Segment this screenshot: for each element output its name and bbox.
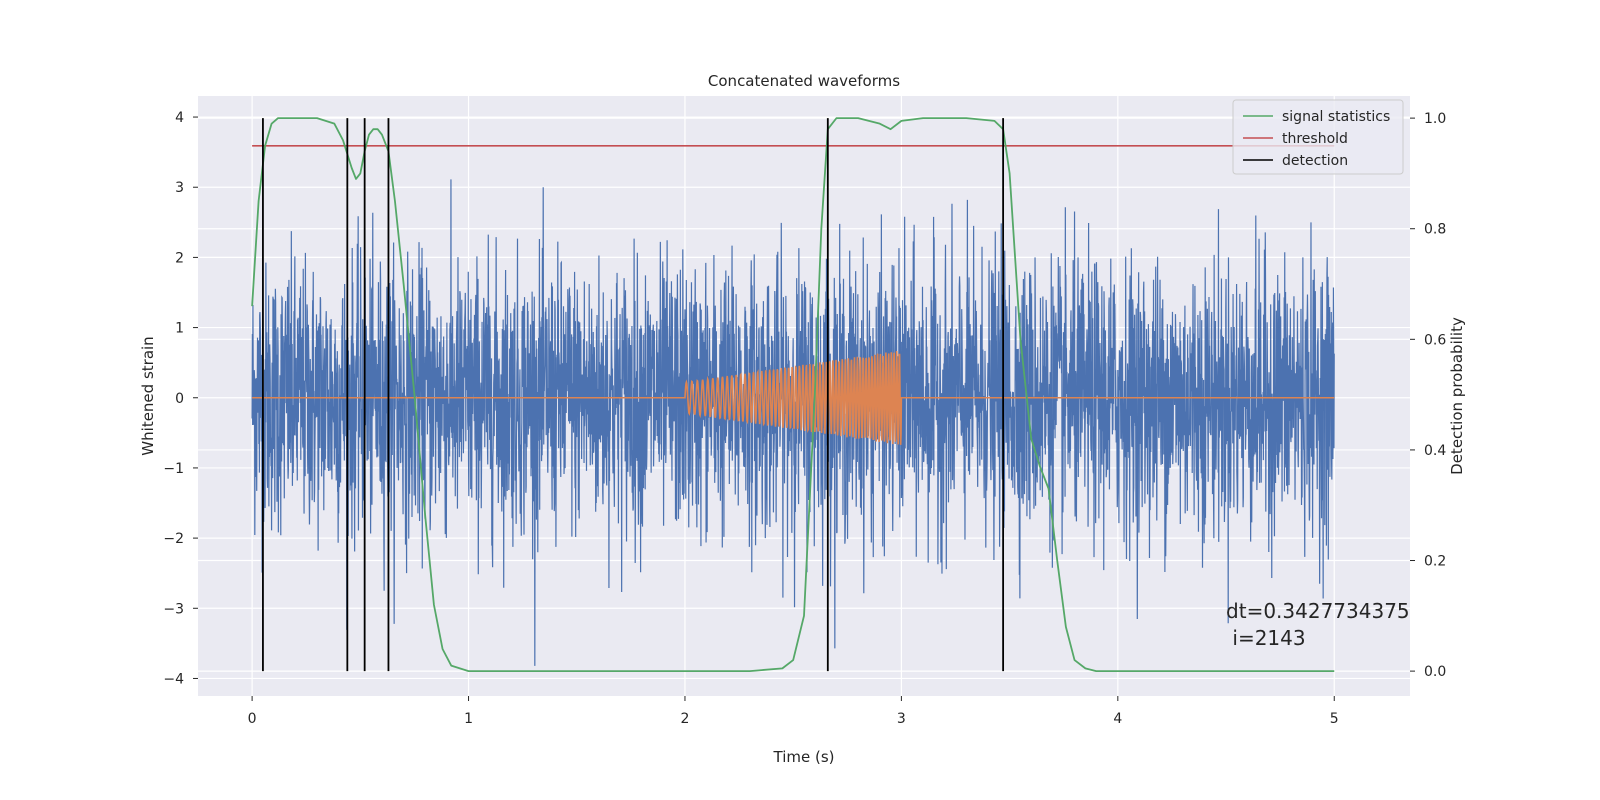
annotation-index: i=2143 [1226, 626, 1306, 650]
x-tick-label-1: 1 [464, 711, 473, 727]
y-left-tick-label-4: 0 [175, 391, 184, 407]
y-left-tick-label-7: −3 [163, 601, 184, 617]
x-tick-label-3: 3 [897, 711, 906, 727]
x-tick-label-5: 5 [1330, 711, 1339, 727]
strain-series [251, 179, 1335, 666]
y-right-tick-label-2: 0.6 [1424, 332, 1446, 348]
annotation: dt=0.3427734375 i=2143 [1226, 599, 1410, 650]
y-left-tick-label-8: −4 [163, 671, 184, 687]
y-right-tick-label-1: 0.8 [1424, 222, 1446, 238]
signal-statistics-line [251, 117, 1335, 673]
y-right-tick-label-4: 0.2 [1424, 554, 1446, 570]
injected-waveform-line [252, 350, 1335, 445]
y-left-tick-label-1: 3 [175, 180, 184, 196]
x-tick-label-4: 4 [1113, 711, 1122, 727]
legend-label-signal-statistics: signal statistics [1282, 109, 1390, 125]
y-left-tick-label-6: −2 [163, 531, 184, 547]
injected-waveform-series [252, 350, 1335, 445]
chart-title: Concatenated waveforms [708, 72, 900, 90]
y-right-tick-label-5: 0.0 [1424, 664, 1446, 680]
strain-line [251, 179, 1335, 666]
legend: signal statistics threshold detection [1232, 99, 1404, 175]
y-left-axis-ticks: 4 3 2 1 0 −1 −2 −3 −4 [163, 110, 198, 687]
y-right-axis-ticks: 1.0 0.8 0.6 0.4 0.2 0.0 [1410, 111, 1446, 680]
y-right-tick-label-3: 0.4 [1424, 443, 1446, 459]
annotation-dt: dt=0.3427734375 [1226, 599, 1410, 623]
y-left-tick-label-0: 4 [175, 110, 184, 126]
y-left-tick-label-5: −1 [163, 461, 184, 477]
y-right-tick-label-0: 1.0 [1424, 111, 1446, 127]
signal-statistics-series [251, 117, 1335, 673]
legend-label-detection: detection [1282, 153, 1348, 169]
detection-lines [262, 118, 1005, 672]
legend-label-threshold: threshold [1282, 131, 1348, 147]
x-tick-label-2: 2 [681, 711, 690, 727]
y-right-axis-label: Detection probability [1448, 317, 1466, 475]
x-axis-label: Time (s) [773, 748, 835, 766]
y-left-tick-label-3: 1 [175, 321, 184, 337]
x-axis-ticks: 0 1 2 3 4 5 [248, 696, 1339, 727]
legend-box [1232, 99, 1404, 175]
x-tick-label-0: 0 [248, 711, 257, 727]
y-left-axis-label: Whitened strain [139, 336, 157, 455]
y-left-tick-label-2: 2 [175, 250, 184, 266]
